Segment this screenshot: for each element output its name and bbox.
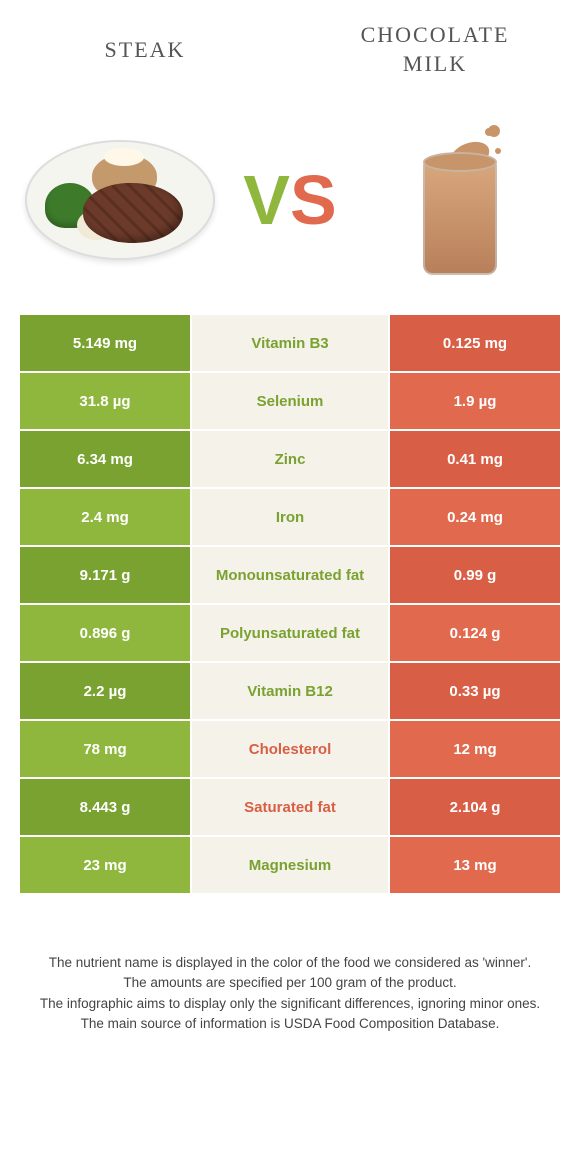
nutrient-label: Magnesium <box>192 837 388 893</box>
nutrient-row: 0.896 gPolyunsaturated fat0.124 g <box>20 605 560 661</box>
milk-value: 0.41 mg <box>390 431 560 487</box>
steak-value: 9.171 g <box>20 547 190 603</box>
title-choc-l2: MILK <box>300 50 570 79</box>
nutrient-label: Iron <box>192 489 388 545</box>
nutrient-row: 5.149 mgVitamin B30.125 mg <box>20 315 560 371</box>
milk-value: 0.24 mg <box>390 489 560 545</box>
steak-value: 78 mg <box>20 721 190 777</box>
footer-line-2: The amounts are specified per 100 gram o… <box>30 973 550 993</box>
steak-image <box>10 140 230 260</box>
steak-value: 0.896 g <box>20 605 190 661</box>
title-choc-l1: CHOCOLATE <box>300 21 570 50</box>
milk-value: 12 mg <box>390 721 560 777</box>
nutrient-label: Saturated fat <box>192 779 388 835</box>
milk-value: 0.124 g <box>390 605 560 661</box>
nutrient-label: Zinc <box>192 431 388 487</box>
nutrient-row: 6.34 mgZinc0.41 mg <box>20 431 560 487</box>
milk-value: 2.104 g <box>390 779 560 835</box>
steak-value: 2.4 mg <box>20 489 190 545</box>
nutrient-row: 31.8 µgSelenium1.9 µg <box>20 373 560 429</box>
nutrient-row: 23 mgMagnesium13 mg <box>20 837 560 893</box>
nutrient-row: 8.443 gSaturated fat2.104 g <box>20 779 560 835</box>
title-chocolate-milk: CHOCOLATE MILK <box>290 21 580 78</box>
image-row: VS <box>0 100 580 300</box>
steak-value: 2.2 µg <box>20 663 190 719</box>
steak-value: 23 mg <box>20 837 190 893</box>
nutrient-row: 9.171 gMonounsaturated fat0.99 g <box>20 547 560 603</box>
steak-value: 8.443 g <box>20 779 190 835</box>
nutrient-row: 2.4 mgIron0.24 mg <box>20 489 560 545</box>
nutrient-row: 2.2 µgVitamin B120.33 µg <box>20 663 560 719</box>
vs-label: VS <box>230 160 350 240</box>
nutrient-row: 78 mgCholesterol12 mg <box>20 721 560 777</box>
nutrient-label: Selenium <box>192 373 388 429</box>
milk-value: 13 mg <box>390 837 560 893</box>
footer-line-3: The infographic aims to display only the… <box>30 994 550 1014</box>
nutrient-label: Vitamin B12 <box>192 663 388 719</box>
steak-value: 5.149 mg <box>20 315 190 371</box>
header: STEAK CHOCOLATE MILK <box>0 0 580 100</box>
steak-value: 31.8 µg <box>20 373 190 429</box>
milk-glass-icon <box>395 118 525 283</box>
nutrient-label: Polyunsaturated fat <box>192 605 388 661</box>
nutrient-label: Cholesterol <box>192 721 388 777</box>
title-steak: STEAK <box>0 37 290 63</box>
milk-value: 0.125 mg <box>390 315 560 371</box>
steak-plate-icon <box>25 140 215 260</box>
footer-notes: The nutrient name is displayed in the co… <box>30 953 550 1034</box>
nutrient-table: 5.149 mgVitamin B30.125 mg31.8 µgSeleniu… <box>20 315 560 893</box>
chocolate-milk-image <box>350 118 570 283</box>
footer-line-1: The nutrient name is displayed in the co… <box>30 953 550 973</box>
milk-value: 1.9 µg <box>390 373 560 429</box>
milk-value: 0.33 µg <box>390 663 560 719</box>
steak-value: 6.34 mg <box>20 431 190 487</box>
footer-line-4: The main source of information is USDA F… <box>30 1014 550 1034</box>
vs-v: V <box>243 161 290 239</box>
nutrient-label: Vitamin B3 <box>192 315 388 371</box>
nutrient-label: Monounsaturated fat <box>192 547 388 603</box>
vs-s: S <box>290 161 337 239</box>
milk-value: 0.99 g <box>390 547 560 603</box>
